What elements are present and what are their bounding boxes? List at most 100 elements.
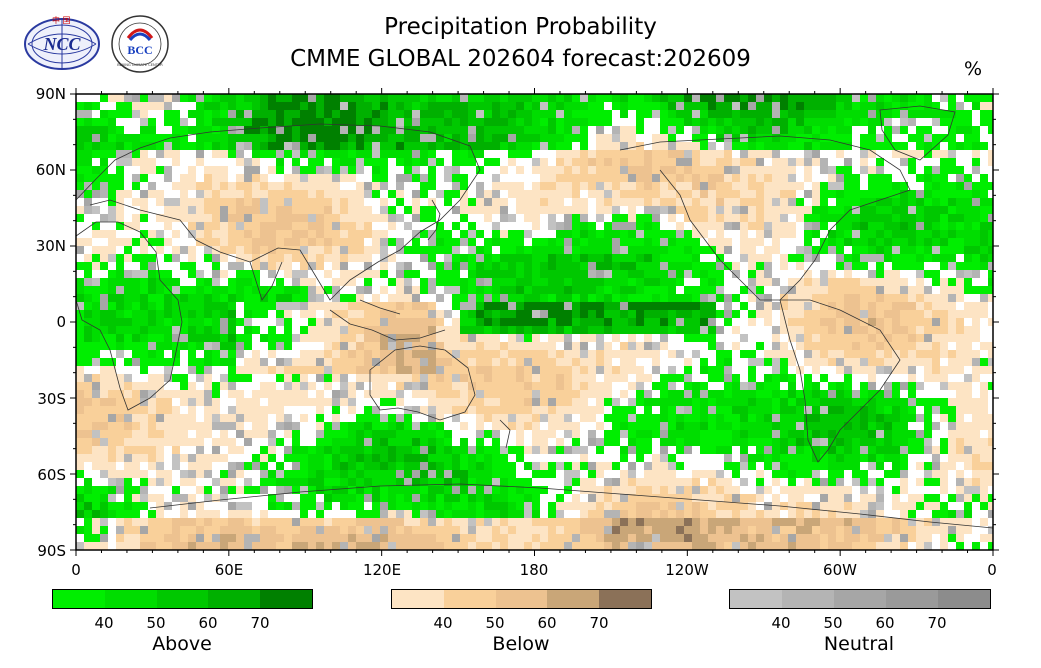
probability-cell bbox=[124, 494, 132, 502]
probability-cell bbox=[804, 126, 812, 134]
probability-cell bbox=[772, 110, 780, 118]
probability-cell bbox=[236, 318, 244, 326]
probability-cell bbox=[172, 230, 180, 238]
probability-cell bbox=[260, 222, 268, 230]
probability-cell bbox=[324, 422, 332, 430]
probability-cell bbox=[492, 118, 500, 126]
probability-cell bbox=[284, 478, 292, 486]
probability-cell bbox=[852, 246, 860, 254]
probability-cell bbox=[972, 262, 980, 270]
probability-cell bbox=[684, 286, 692, 294]
probability-cell bbox=[884, 238, 892, 246]
probability-cell bbox=[516, 262, 524, 270]
probability-cell bbox=[468, 390, 476, 398]
probability-cell bbox=[908, 366, 916, 374]
probability-cell bbox=[116, 310, 124, 318]
probability-cell bbox=[844, 214, 852, 222]
probability-cell bbox=[532, 494, 540, 502]
probability-cell bbox=[660, 158, 668, 166]
probability-cell bbox=[332, 190, 340, 198]
probability-cell bbox=[196, 302, 204, 310]
probability-cell bbox=[436, 470, 444, 478]
probability-cell bbox=[860, 94, 868, 102]
probability-cell bbox=[404, 438, 412, 446]
probability-cell bbox=[244, 358, 252, 366]
probability-cell bbox=[828, 126, 836, 134]
probability-cell bbox=[756, 174, 764, 182]
probability-cell bbox=[812, 486, 820, 494]
probability-cell bbox=[868, 358, 876, 366]
probability-cell bbox=[84, 238, 92, 246]
probability-cell bbox=[340, 94, 348, 102]
probability-cell bbox=[444, 286, 452, 294]
probability-cell bbox=[644, 414, 652, 422]
probability-cell bbox=[676, 422, 684, 430]
probability-cell bbox=[692, 334, 700, 342]
probability-cell bbox=[140, 126, 148, 134]
probability-cell bbox=[140, 174, 148, 182]
probability-cell bbox=[684, 150, 692, 158]
probability-cell bbox=[436, 398, 444, 406]
probability-cell bbox=[76, 302, 84, 310]
probability-cell bbox=[524, 126, 532, 134]
probability-cell bbox=[332, 230, 340, 238]
probability-cell bbox=[436, 358, 444, 366]
probability-cell bbox=[740, 462, 748, 470]
probability-cell bbox=[164, 222, 172, 230]
probability-cell bbox=[452, 246, 460, 254]
probability-cell bbox=[932, 206, 940, 214]
probability-cell bbox=[76, 358, 84, 366]
probability-cell bbox=[188, 350, 196, 358]
probability-cell bbox=[940, 278, 948, 286]
probability-cell bbox=[716, 350, 724, 358]
probability-cell bbox=[372, 438, 380, 446]
probability-cell bbox=[876, 398, 884, 406]
probability-cell bbox=[844, 454, 852, 462]
probability-cell bbox=[76, 294, 84, 302]
probability-cell bbox=[676, 302, 684, 310]
probability-cell bbox=[364, 454, 372, 462]
probability-cell bbox=[204, 166, 212, 174]
probability-cell bbox=[668, 134, 676, 142]
probability-cell bbox=[444, 366, 452, 374]
probability-cell bbox=[556, 422, 564, 430]
probability-cell bbox=[884, 254, 892, 262]
probability-cell bbox=[940, 318, 948, 326]
probability-cell bbox=[404, 374, 412, 382]
probability-cell bbox=[436, 262, 444, 270]
probability-cell bbox=[756, 446, 764, 454]
probability-cell bbox=[468, 478, 476, 486]
probability-cell bbox=[636, 118, 644, 126]
probability-cell bbox=[484, 238, 492, 246]
probability-cell bbox=[420, 446, 428, 454]
probability-cell bbox=[932, 118, 940, 126]
probability-cell bbox=[308, 110, 316, 118]
probability-cell bbox=[980, 286, 988, 294]
probability-cell bbox=[796, 406, 804, 414]
probability-cell bbox=[932, 406, 940, 414]
probability-cell bbox=[596, 206, 604, 214]
probability-cell bbox=[84, 310, 92, 318]
probability-cell bbox=[332, 454, 340, 462]
probability-cell bbox=[196, 310, 204, 318]
probability-cell bbox=[940, 414, 948, 422]
probability-cell bbox=[716, 358, 724, 366]
probability-cell bbox=[804, 102, 812, 110]
probability-cell bbox=[356, 182, 364, 190]
probability-cell bbox=[796, 246, 804, 254]
probability-cell bbox=[740, 118, 748, 126]
probability-cell bbox=[236, 366, 244, 374]
probability-cell bbox=[852, 94, 860, 102]
probability-cell bbox=[788, 318, 796, 326]
probability-cell bbox=[836, 334, 844, 342]
probability-cell bbox=[980, 438, 988, 446]
probability-cell bbox=[604, 230, 612, 238]
probability-cell bbox=[180, 286, 188, 294]
probability-cell bbox=[956, 454, 964, 462]
probability-cell bbox=[100, 390, 108, 398]
probability-cell bbox=[940, 302, 948, 310]
probability-cell bbox=[220, 422, 228, 430]
probability-cell bbox=[540, 262, 548, 270]
probability-cell bbox=[668, 398, 676, 406]
probability-cell bbox=[892, 446, 900, 454]
